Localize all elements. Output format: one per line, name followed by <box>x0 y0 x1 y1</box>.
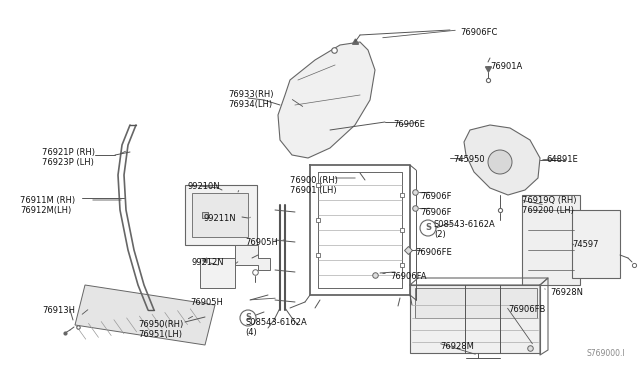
Text: 76906FC: 76906FC <box>460 28 497 37</box>
Text: S: S <box>425 224 431 232</box>
Bar <box>185 185 257 245</box>
Bar <box>522 195 580 285</box>
Polygon shape <box>235 245 270 270</box>
Circle shape <box>488 150 512 174</box>
Text: 76911M (RH)
76912M(LH): 76911M (RH) 76912M(LH) <box>20 196 75 215</box>
Bar <box>572 210 620 278</box>
Text: 76950(RH)
76951(LH): 76950(RH) 76951(LH) <box>138 320 183 339</box>
Text: S769000.I: S769000.I <box>586 349 625 358</box>
Circle shape <box>420 220 436 236</box>
Text: 76900 (RH)
76901 (LH): 76900 (RH) 76901 (LH) <box>290 176 338 195</box>
Text: 64891E: 64891E <box>546 155 578 164</box>
Text: 99210N: 99210N <box>188 182 221 191</box>
Bar <box>410 285 540 353</box>
Text: S: S <box>245 314 251 323</box>
Text: 74597: 74597 <box>572 240 598 249</box>
Text: 76913H: 76913H <box>42 306 75 315</box>
Text: 76906FB: 76906FB <box>508 305 545 314</box>
Text: 76906F: 76906F <box>420 208 451 217</box>
Text: 99212N: 99212N <box>192 258 225 267</box>
Text: 76906E: 76906E <box>393 120 425 129</box>
Text: 76933(RH)
76934(LH): 76933(RH) 76934(LH) <box>228 90 273 109</box>
Text: 76906FE: 76906FE <box>415 248 452 257</box>
Bar <box>200 258 235 288</box>
Text: 76901A: 76901A <box>490 62 522 71</box>
Polygon shape <box>464 125 540 195</box>
Bar <box>415 288 537 318</box>
Text: 76921P (RH)
76923P (LH): 76921P (RH) 76923P (LH) <box>42 148 95 167</box>
Text: 76906F: 76906F <box>420 192 451 201</box>
Text: 745950: 745950 <box>453 155 484 164</box>
Text: S08543-6162A
(4): S08543-6162A (4) <box>245 318 307 337</box>
Text: 76905H: 76905H <box>245 238 278 247</box>
Text: 76919Q (RH)
769200 (LH): 76919Q (RH) 769200 (LH) <box>522 196 577 215</box>
Polygon shape <box>75 285 215 345</box>
Polygon shape <box>278 42 375 158</box>
Text: 76905H: 76905H <box>190 298 223 307</box>
Text: S08543-6162A
(2): S08543-6162A (2) <box>434 220 496 240</box>
Text: 99211N: 99211N <box>204 214 237 223</box>
Bar <box>192 193 248 237</box>
Text: 76928N: 76928N <box>550 288 583 297</box>
Text: 76928M: 76928M <box>440 342 474 351</box>
Circle shape <box>240 310 256 326</box>
Text: 76906FA: 76906FA <box>390 272 426 281</box>
